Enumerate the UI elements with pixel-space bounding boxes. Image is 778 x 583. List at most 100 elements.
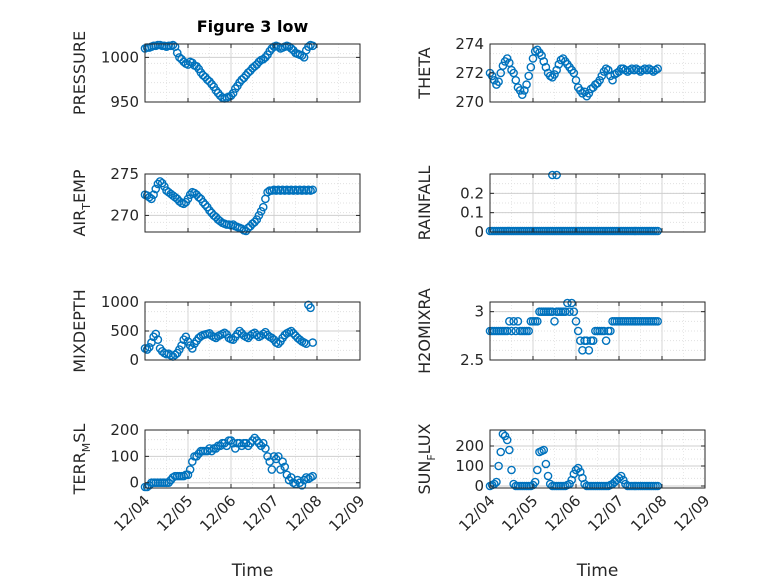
subplot-terr-msl: 0 100 200 12/04 12/05 12/06 12/07 12/08 12/09 TER… [70,421,368,581]
y-tick-label: 200 [110,421,139,439]
data-point [556,55,566,65]
data-point [198,197,208,207]
data-point [164,478,173,488]
x-tick-label: 12/07 [584,492,627,535]
data-point [595,75,604,85]
data-point [183,194,193,204]
y-tick-label: 0 [474,477,484,495]
x-tick-label: 12/06 [541,492,584,535]
data-point [153,335,163,345]
data-point [567,298,577,308]
data-point [489,75,499,85]
data-point [256,441,266,451]
data-point [258,438,268,448]
x-tick-label: 12/09 [325,492,368,535]
data-point [548,170,557,180]
data-point [192,452,201,461]
data-point [494,461,503,471]
y-axis-label: TERRMSL [70,424,93,496]
data-point [524,71,534,81]
data-point [515,86,525,95]
data-series [140,300,318,361]
data-point [507,465,516,475]
data-point [258,54,268,64]
data-point [522,80,531,89]
data-point [267,333,277,343]
data-point [142,345,152,354]
data-point [187,457,197,466]
y-axis-label: AIRTEMP [70,169,93,236]
x-tick-label: 12/08 [282,492,325,535]
data-point [571,465,581,475]
data-point [185,190,195,200]
y-tick-label: 100 [455,457,484,475]
plot-area [490,430,705,488]
data-point [533,465,542,475]
y-tick-label: 272 [455,64,484,82]
axes-box [144,173,361,233]
data-point [185,465,195,474]
data-point [286,44,296,53]
data-point [653,481,663,491]
data-point [175,53,184,62]
data-point [220,328,229,338]
data-point [612,68,622,78]
data-point [254,438,264,448]
data-point [505,317,514,326]
data-point [269,452,279,461]
data-point [250,62,259,71]
data-point [261,444,270,453]
data-point [306,303,315,313]
data-point [601,64,611,73]
data-point [494,77,503,86]
data-point [550,317,559,326]
data-point [237,441,247,451]
y-tick-label: 270 [110,206,139,224]
data-point [144,342,154,352]
data-point [502,435,512,445]
subplot-sun-flux: 0 100 200 12/04 12/05 12/06 12/07 12/08 12/09 SUN… [415,423,713,581]
data-point [541,459,551,469]
data-point [183,470,193,480]
data-point [308,338,318,347]
data-point [496,447,506,457]
data-point [144,192,154,202]
data-point [237,75,247,84]
data-point [172,48,182,58]
y-axis-label: SUNFLUX [415,423,438,494]
data-series [485,45,663,101]
data-point [569,307,579,316]
x-tick-label: 12/07 [239,492,282,535]
data-point [215,441,225,451]
data-series [485,170,663,236]
data-point [267,465,277,474]
data-point [526,62,536,72]
subplot-air-temp: 270 275 AIRTEMP [70,165,361,237]
data-point [614,473,624,483]
data-point [179,57,188,67]
y-tick-label: 100 [110,447,139,465]
data-point [273,452,283,461]
data-point [200,200,210,209]
data-point [194,192,204,202]
x-tick-label: 12/05 [153,492,196,535]
data-point [571,317,581,326]
data-point [198,70,208,80]
subplot-rainfall: 00.1 0.2 RAINFALL [415,166,706,241]
data-point [179,199,188,209]
data-point [151,184,161,194]
data-point [187,344,197,353]
y-tick-label: 200 [455,437,484,455]
y-tick-label: 0 [474,223,484,241]
data-point [243,68,253,77]
y-axis-label: RAINFALL [415,166,434,241]
data-point [653,226,663,236]
data-point [243,441,253,451]
data-point [228,88,238,98]
data-point [505,445,514,455]
y-tick-label: 270 [455,93,484,111]
data-series [140,433,318,492]
data-point [563,298,572,308]
data-point [168,40,178,50]
data-point [205,444,214,453]
